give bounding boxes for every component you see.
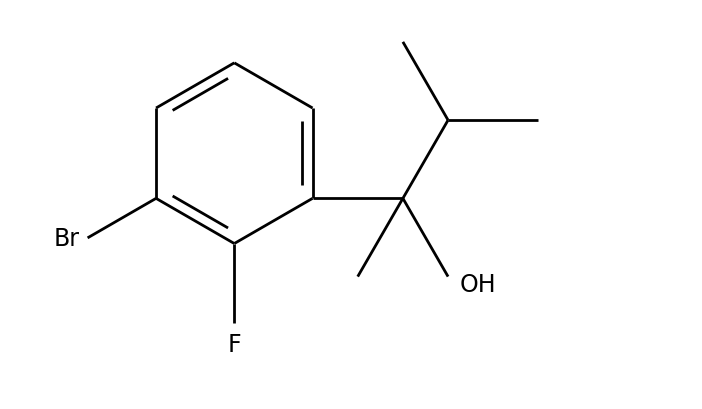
Text: OH: OH	[459, 272, 496, 297]
Text: F: F	[227, 332, 241, 356]
Text: Br: Br	[54, 226, 80, 250]
